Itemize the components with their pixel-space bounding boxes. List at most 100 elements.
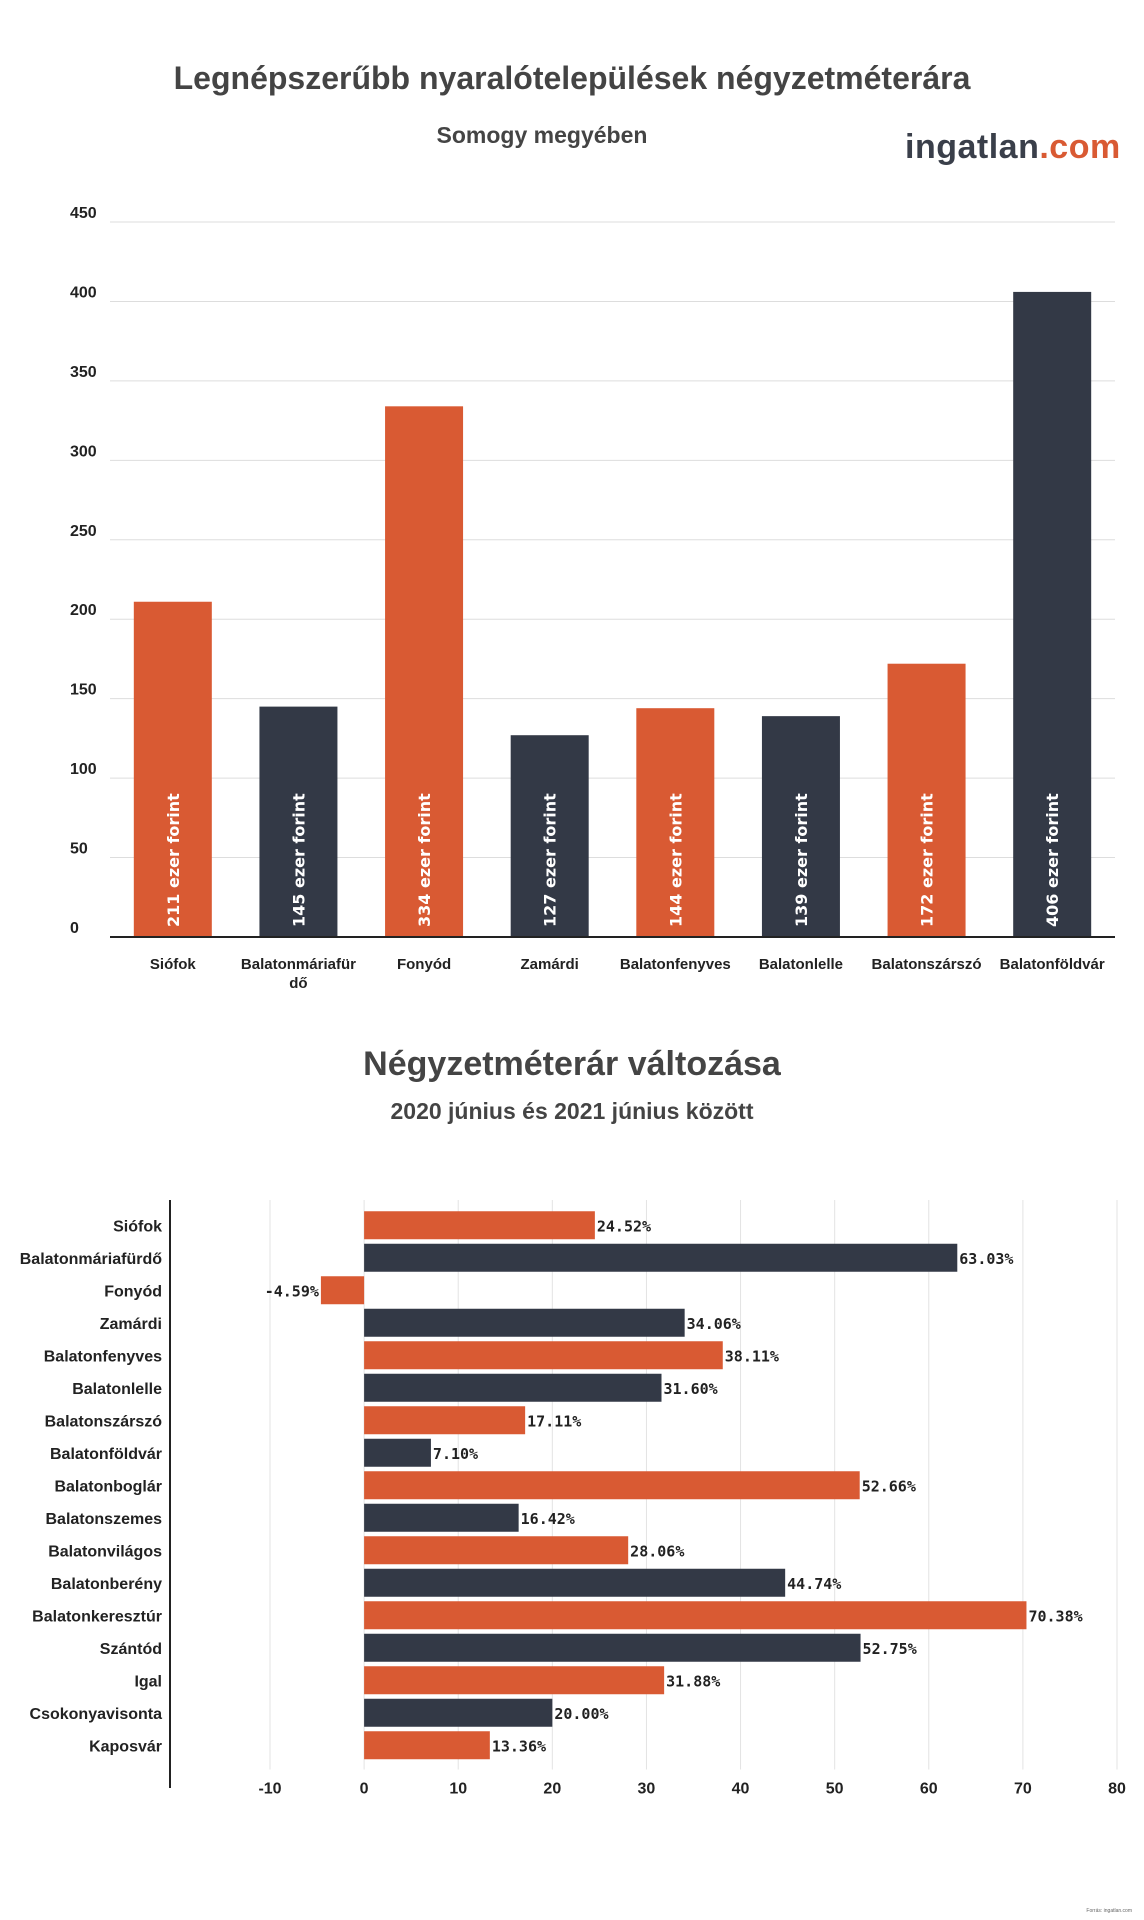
bar	[364, 1211, 595, 1240]
bar	[259, 706, 338, 937]
bar	[364, 1373, 662, 1402]
y-tick-label: 400	[70, 284, 97, 301]
bar	[364, 1568, 786, 1597]
x-tick-label: Fonyód	[397, 956, 451, 973]
bar	[636, 708, 715, 937]
bar-value-label: 52.66%	[862, 1477, 916, 1495]
bar-value-label: 28.06%	[630, 1542, 684, 1560]
bar	[364, 1633, 861, 1662]
bar	[385, 406, 464, 937]
bar-value-label: 31.60%	[664, 1380, 718, 1398]
x-tick-label: Balatonfenyves	[620, 956, 731, 973]
bar	[510, 735, 589, 937]
y-tick-label: 100	[70, 761, 97, 778]
y-tick-label: Balatonfenyves	[44, 1348, 162, 1365]
x-tick-label: Balatonföldvár	[1000, 956, 1105, 973]
bar-value-label: 34.06%	[687, 1315, 741, 1333]
bar-value-label: 13.36%	[492, 1737, 546, 1755]
bar-value-label: 20.00%	[554, 1705, 608, 1723]
bar-value-label: 38.11%	[725, 1347, 779, 1365]
y-tick-label: 250	[70, 523, 97, 540]
x-tick-label: 20	[543, 1781, 561, 1798]
chart2-subtitle: 2020 június és 2021 június között	[390, 1098, 754, 1124]
x-tick-label: 50	[826, 1781, 844, 1798]
x-tick-label: Siófok	[150, 956, 196, 973]
y-tick-label: Balatonberény	[51, 1576, 162, 1593]
x-tick-label: 80	[1108, 1781, 1126, 1798]
bar	[364, 1406, 526, 1435]
y-tick-label: Balatonboglár	[54, 1478, 162, 1495]
bar	[364, 1438, 431, 1467]
y-tick-label: Balatonlelle	[72, 1381, 162, 1398]
y-tick-label: 150	[70, 682, 97, 699]
y-tick-label: Csokonyavisonta	[30, 1706, 163, 1723]
y-tick-label: Balatonföldvár	[50, 1446, 162, 1463]
bar-value-label: 139 ezer forint	[792, 793, 811, 927]
bar-value-label: 172 ezer forint	[918, 793, 937, 927]
bar	[364, 1341, 723, 1370]
y-tick-label: Zamárdi	[100, 1316, 162, 1333]
bar-value-label: 144 ezer forint	[666, 793, 685, 927]
bar	[1013, 291, 1092, 937]
bar	[364, 1503, 519, 1532]
x-tick-label: Balatonszárszó	[872, 956, 982, 973]
x-tick-label: 10	[449, 1781, 467, 1798]
bar-value-label: 334 ezer forint	[415, 793, 434, 927]
bar	[364, 1243, 958, 1272]
y-tick-label: Balatonszárszó	[45, 1413, 163, 1430]
y-tick-label: 450	[70, 205, 97, 222]
bar-value-label: 63.03%	[959, 1250, 1013, 1268]
y-tick-label: 0	[70, 920, 79, 937]
x-tick-label: 40	[732, 1781, 750, 1798]
bar-value-label: 211 ezer forint	[164, 793, 183, 927]
y-tick-label: Fonyód	[104, 1283, 162, 1300]
y-tick-label: Siófok	[113, 1218, 162, 1235]
bar	[761, 716, 840, 937]
bar	[364, 1731, 490, 1760]
y-tick-label: 350	[70, 364, 97, 381]
x-tick-label: 60	[920, 1781, 938, 1798]
x-tick-label: 30	[638, 1781, 656, 1798]
bar	[364, 1308, 685, 1337]
y-tick-label: Igal	[134, 1673, 162, 1690]
y-tick-label: Balatonvilágos	[48, 1543, 162, 1560]
bar-value-label: -4.59%	[265, 1282, 319, 1300]
bar	[320, 1276, 365, 1305]
chart2-title: Négyzetméterár változása	[363, 1045, 781, 1083]
bar-value-label: 52.75%	[863, 1640, 917, 1658]
bar-value-label: 70.38%	[1028, 1607, 1082, 1625]
logo-text-right: .com	[1039, 128, 1121, 166]
logo-text-left: ingatlan	[905, 128, 1040, 166]
chart1-title: Legnépszerűbb nyaralótelepülések négyzet…	[173, 60, 971, 96]
y-tick-label: 200	[70, 602, 97, 619]
x-tick-label: 0	[360, 1781, 369, 1798]
y-tick-label: Balatonmáriafürdő	[20, 1251, 162, 1268]
ingatlan-logo: ingatlan.com	[905, 128, 1121, 167]
bar-value-label: 31.88%	[666, 1672, 720, 1690]
bar	[364, 1536, 629, 1565]
bar-value-label: 16.42%	[521, 1510, 575, 1528]
bar	[364, 1601, 1027, 1630]
y-tick-label: Szántód	[100, 1641, 162, 1658]
bar-value-label: 7.10%	[433, 1445, 478, 1463]
y-tick-label: Kaposvár	[89, 1738, 162, 1755]
x-tick-label: Zamárdi	[521, 956, 579, 973]
y-tick-label: Balatonszemes	[46, 1511, 163, 1528]
bar	[887, 663, 966, 937]
y-tick-label: 50	[70, 841, 88, 858]
bar	[364, 1698, 553, 1727]
x-tick-label: Balatonmáriafür	[241, 956, 356, 973]
bar-value-label: 127 ezer forint	[541, 793, 560, 927]
bar-value-label: 24.52%	[597, 1217, 651, 1235]
price-bar-chart: 0 50 100 150 200 250 300 350 400 450 211 ezer fori…	[70, 205, 1115, 992]
x-tick-label: -10	[258, 1781, 281, 1798]
y-tick-label: 300	[70, 443, 97, 460]
bar-value-label: 17.11%	[527, 1412, 581, 1430]
bar-value-label: 44.74%	[787, 1575, 841, 1593]
source-note: Forrás: ingatlan.com	[1086, 1908, 1132, 1914]
bar	[133, 601, 212, 937]
bar-value-label: 145 ezer forint	[289, 793, 308, 927]
y-tick-label: Balatonkeresztúr	[32, 1608, 162, 1625]
x-tick-label: 70	[1014, 1781, 1032, 1798]
